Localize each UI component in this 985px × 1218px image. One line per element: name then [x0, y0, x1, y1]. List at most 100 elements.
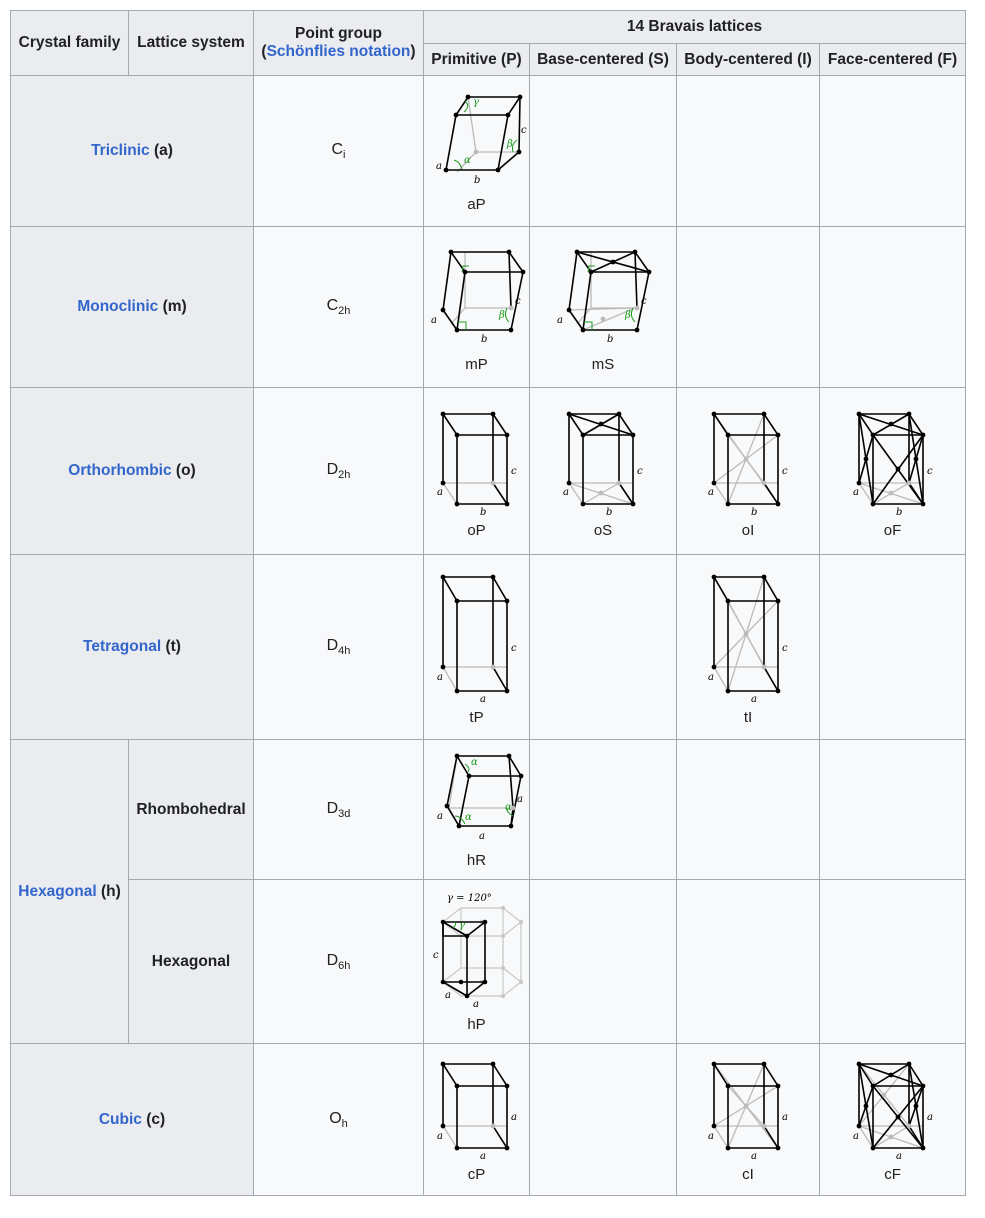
gamma-120-label: γ = 120° — [447, 893, 492, 904]
symbol-oF: oF — [883, 521, 902, 539]
symbol-hR: hR — [466, 852, 487, 869]
axis-c-label: c — [927, 466, 933, 477]
axis-a-label: a — [437, 1131, 443, 1142]
axis-a-label: a — [853, 1131, 859, 1142]
axis-a-label: a — [927, 1112, 933, 1123]
triclinic-link[interactable]: Triclinic — [91, 142, 150, 159]
beta-label: β — [498, 310, 505, 321]
header-lattice-system: Lattice system — [128, 10, 254, 76]
beta-label: β — [506, 139, 513, 150]
beta-label: β — [624, 310, 631, 321]
gamma-label: γ — [459, 920, 465, 931]
axis-a-label: a — [437, 672, 443, 683]
empty-cell — [818, 226, 967, 388]
header-base-centered: Base-centered (S) — [529, 43, 677, 76]
axis-a-label: a — [557, 315, 563, 326]
header-point-group: Point group (Schönflies notation) — [253, 10, 424, 76]
family-orthorhombic: Orthorhombic (o) — [10, 387, 254, 555]
monoclinic-primitive-diagram: β a b c — [431, 249, 525, 345]
row-rhombohedral: Hexagonal (h) Rhombohedral D3d α α α a a — [10, 739, 967, 1044]
alpha-label: α — [465, 812, 472, 823]
axis-b-label: b — [751, 507, 757, 516]
empty-cell — [676, 75, 820, 227]
empty-cell — [818, 75, 967, 227]
header-primitive: Primitive (P) — [423, 43, 530, 76]
lattice-oF: a b c oF — [818, 387, 967, 555]
axis-a-label: a — [896, 1151, 902, 1160]
orthorhombic-link[interactable]: Orthorhombic — [68, 462, 172, 479]
point-group-triclinic: Ci — [253, 75, 424, 227]
point-group-orthorhombic: D2h — [253, 387, 424, 555]
point-group-hexagonal: D6h — [253, 879, 424, 1044]
axis-a-label: a — [437, 487, 443, 498]
family-tetragonal: Tetragonal (t) — [10, 554, 254, 740]
lattice-tP: a a c tP — [423, 554, 530, 740]
axis-b-label: b — [896, 507, 902, 516]
row-hexagonal-system: Hexagonal D6h γ = 120° γ — [11, 879, 967, 1044]
axis-b-label: b — [607, 334, 613, 345]
axis-a-label: a — [517, 794, 523, 805]
axis-a-label: a — [751, 694, 757, 703]
axis-c-label: c — [433, 950, 439, 961]
axis-b-label: b — [481, 334, 487, 345]
empty-cell — [818, 739, 967, 880]
lattice-mP: β a b c mP — [423, 226, 530, 388]
bravais-lattice-table: Crystal family Lattice system Point grou… — [10, 10, 967, 1196]
empty-cell — [529, 554, 677, 740]
axis-a-label: a — [708, 672, 714, 683]
axis-a-label: a — [473, 999, 479, 1010]
axis-c-label: c — [511, 466, 517, 477]
axis-a-label: a — [782, 1112, 788, 1123]
cubic-primitive-diagram: a a a — [437, 1061, 517, 1160]
alpha-label: α — [505, 802, 512, 813]
axis-a-label: a — [436, 161, 442, 172]
axis-c-label: c — [515, 296, 521, 307]
hexagonal-link[interactable]: Hexagonal — [18, 882, 97, 900]
empty-cell — [818, 554, 967, 740]
symbol-mS: mS — [591, 355, 615, 373]
axis-c-label: c — [641, 296, 647, 307]
symbol-cP: cP — [467, 1166, 486, 1183]
empty-cell — [818, 879, 967, 1044]
monoclinic-base-centered-diagram: β a b c — [557, 249, 652, 345]
row-triclinic: Triclinic (a) Ci γ α β a b — [10, 75, 967, 227]
header-body-centered: Body-centered (I) — [676, 43, 820, 76]
tetragonal-body-centered-diagram: a a c — [708, 574, 788, 703]
axis-a-label: a — [479, 831, 485, 842]
header-crystal-family: Crystal family — [10, 10, 129, 76]
lattice-tI: a a c tI — [676, 554, 820, 740]
axis-b-label: b — [474, 175, 480, 186]
row-cubic: Cubic (c) Oh a a a cP — [10, 1043, 967, 1196]
header-face-centered: Face-centered (F) — [818, 43, 967, 76]
empty-cell — [529, 75, 677, 227]
empty-cell — [676, 226, 820, 388]
row-monoclinic: Monoclinic (m) C2h β a b c — [10, 226, 967, 388]
axis-a-label: a — [751, 1151, 757, 1160]
axis-c-label: c — [521, 125, 527, 136]
empty-cell — [529, 1043, 677, 1196]
cubic-link[interactable]: Cubic — [98, 1110, 142, 1128]
rhombohedral-primitive-diagram: α α α a a a — [437, 753, 523, 842]
symbol-hP: hP — [467, 1016, 486, 1033]
alpha-label: α — [471, 757, 478, 768]
axis-a-label: a — [437, 811, 443, 822]
tetragonal-link[interactable]: Tetragonal — [83, 638, 162, 655]
row-tetragonal: Tetragonal (t) D4h a a c tP — [10, 554, 967, 740]
axis-c-label: c — [637, 466, 643, 477]
empty-cell — [676, 739, 820, 880]
axis-a-label: a — [445, 990, 451, 1001]
lattice-cP: a a a cP — [423, 1043, 530, 1196]
lattice-aP: γ α β a b c aP — [423, 75, 530, 227]
point-group-tetragonal: D4h — [253, 554, 424, 740]
family-hexagonal: Hexagonal (h) — [10, 739, 129, 1044]
schoenflies-notation-link[interactable]: Schönflies notation — [266, 43, 411, 60]
axis-a-label: a — [431, 315, 437, 326]
orthorhombic-primitive-diagram: a b c — [437, 411, 517, 516]
tetragonal-primitive-diagram: a a c — [437, 574, 517, 703]
symbol-cF: cF — [884, 1166, 901, 1183]
lattice-cF: a a a cF — [818, 1043, 967, 1196]
symbol-aP: aP — [467, 195, 486, 213]
symbol-oS: oS — [593, 521, 613, 539]
monoclinic-link[interactable]: Monoclinic — [77, 298, 159, 315]
point-group-rhombohedral: D3d — [253, 739, 424, 880]
